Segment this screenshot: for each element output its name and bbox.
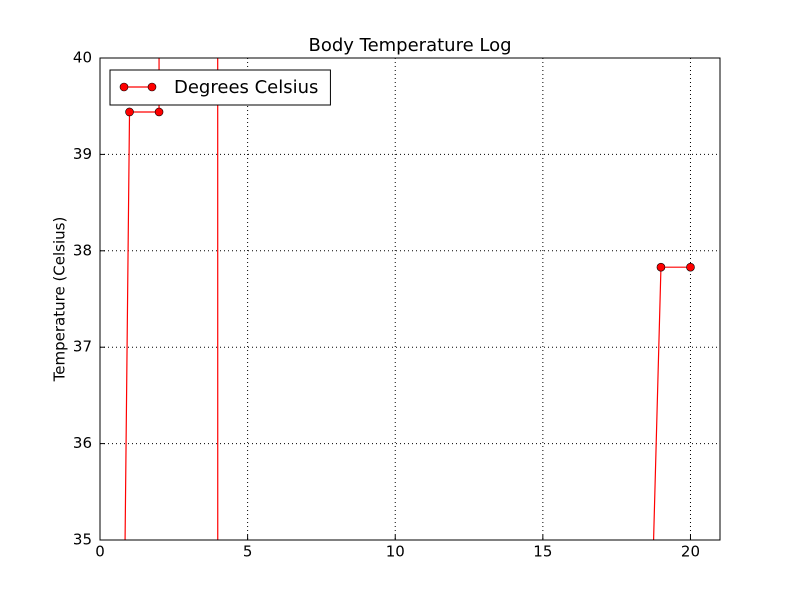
y-tick-label: 40 [73,49,92,67]
x-tick-label: 5 [243,543,253,561]
y-axis-label: Temperature (Celsius) [51,217,69,383]
y-tick-label: 39 [73,145,92,163]
data-point [686,262,695,272]
y-tick-label: 37 [73,338,92,356]
legend-marker [147,82,157,92]
plot-frame [99,57,721,541]
legend-marker [119,82,129,92]
x-tick-label: 15 [533,543,552,561]
legend-label: Degrees Celsius [174,77,318,98]
chart-title: Body Temperature Log [308,35,511,56]
plot-area [124,58,695,540]
y-tick-label: 35 [73,531,92,549]
data-point [656,262,666,272]
legend: Degrees Celsius [109,69,331,106]
grid [99,57,720,541]
x-tick-label: 20 [681,543,700,561]
data-point [125,107,134,117]
x-tick-label: 10 [386,543,405,561]
y-tick-label: 36 [73,434,92,452]
data-point [154,107,164,117]
axes: 0 5 10 15 20 35 36 37 38 39 40 [73,49,700,561]
y-tick-label: 38 [73,241,92,259]
x-tick-label: 0 [95,543,105,561]
